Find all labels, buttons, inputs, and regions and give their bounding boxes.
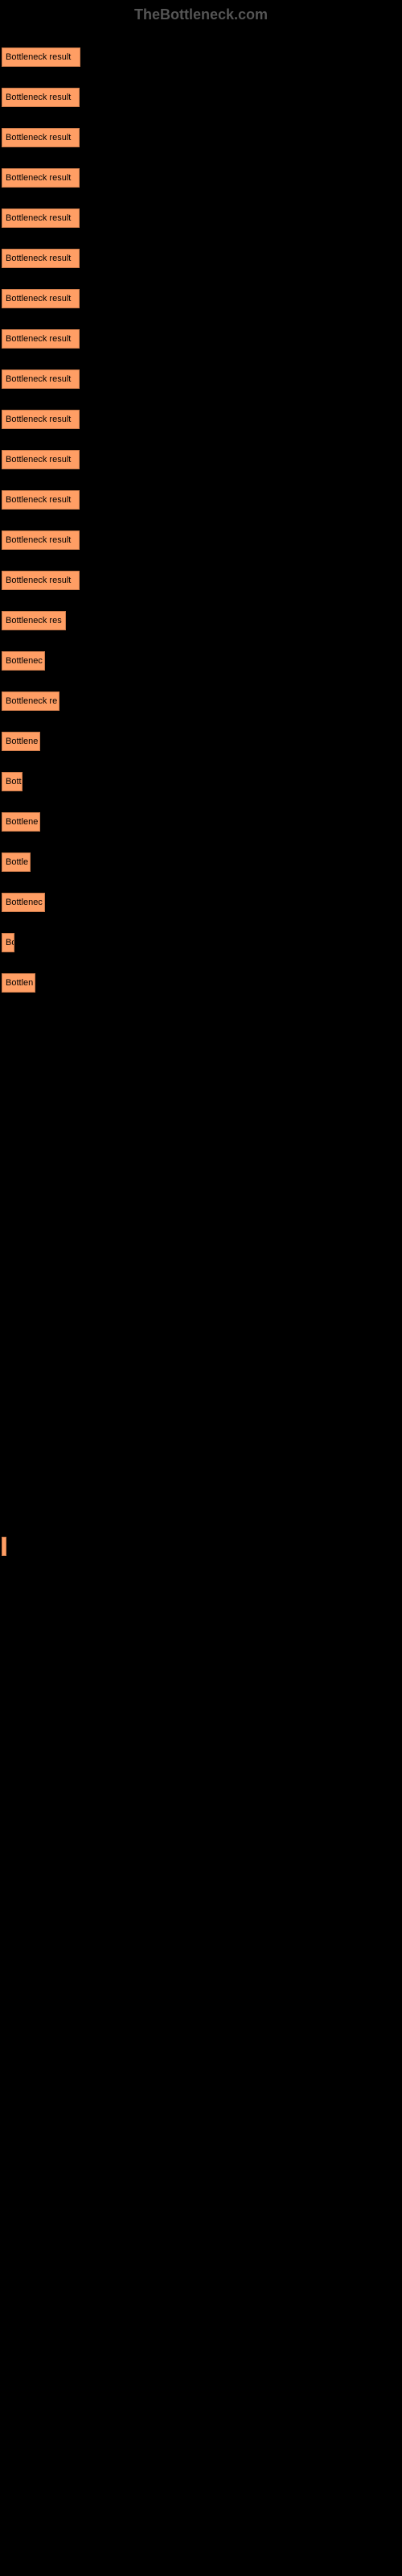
bar-row: Bottleneck result <box>2 196 402 236</box>
bar-row <box>2 2128 402 2168</box>
bar-chart: Bottleneck result Bottleneck result Bottle… <box>0 27 402 2570</box>
bar: Bottleneck result <box>2 450 80 469</box>
bar-row <box>2 1645 402 1685</box>
bar-row <box>2 1604 402 1645</box>
bar-row: Bottleneck result <box>2 518 402 558</box>
bar-row: Bottleneck re <box>2 679 402 719</box>
bar-row: Bottleneck result <box>2 437 402 477</box>
bar-row: Bottle <box>2 840 402 880</box>
bar: Bottleneck res <box>2 611 66 630</box>
bar: Bottleneck result <box>2 571 80 590</box>
bar-row: Bottleneck result <box>2 276 402 316</box>
bar-row <box>2 1484 402 1524</box>
bar: Bo <box>2 933 14 952</box>
bar-row: Bottleneck result <box>2 316 402 357</box>
bar-row: Bottleneck result <box>2 236 402 276</box>
bar: Bottle <box>2 852 31 872</box>
bar: Bottlene <box>2 812 40 832</box>
bar-row: Bottleneck result <box>2 397 402 437</box>
bar-row <box>2 1242 402 1282</box>
bar: Bottleneck result <box>2 128 80 147</box>
bar-row: Bottlenec <box>2 638 402 679</box>
bar-row <box>2 1806 402 1846</box>
bar: Bott <box>2 772 23 791</box>
bar-row: Bottleneck result <box>2 75 402 115</box>
bar-row <box>2 2530 402 2570</box>
bar-row <box>2 1926 402 1967</box>
bar-row: Bottleneck result <box>2 558 402 598</box>
bar: Bottleneck result <box>2 208 80 228</box>
bar-row: Bottlen <box>2 960 402 1001</box>
bar-row: Bottleneck result <box>2 115 402 155</box>
bar-row <box>2 1081 402 1121</box>
bar-row: Bottleneck res <box>2 598 402 638</box>
bar-row: Bottleneck result <box>2 357 402 397</box>
bar: Bottleneck result <box>2 369 80 389</box>
bar-row <box>2 2208 402 2248</box>
bar-row <box>2 2007 402 2047</box>
bar-row <box>2 2409 402 2450</box>
bar-row <box>2 1443 402 1484</box>
page-header: TheBottleneck.com <box>0 0 402 27</box>
bar: Bottlenec <box>2 651 45 671</box>
bar: Bottleneck result <box>2 289 80 308</box>
bar-row <box>2 1725 402 1765</box>
bar-row <box>2 2329 402 2369</box>
bar-row: Bott <box>2 759 402 799</box>
bar-row: Bottleneck result <box>2 35 402 75</box>
bar-row <box>2 1001 402 1041</box>
bar-row <box>2 2248 402 2289</box>
bar: Bottleneck re <box>2 691 59 711</box>
bar-row <box>2 2168 402 2208</box>
bar-row: Bottleneck result <box>2 155 402 196</box>
bar-row <box>2 2490 402 2530</box>
header-title: TheBottleneck.com <box>134 6 268 23</box>
bar-row <box>2 1765 402 1806</box>
bar: Bottleneck result <box>2 490 80 510</box>
bar: Bottleneck result <box>2 168 80 188</box>
bar: Bottlene <box>2 732 40 751</box>
bar: Bottleneck result <box>2 47 80 67</box>
bar: Bottleneck result <box>2 88 80 107</box>
bar: Bottleneck result <box>2 249 80 268</box>
bar-row <box>2 1363 402 1403</box>
bar-row <box>2 2450 402 2490</box>
bar-row: Bo <box>2 920 402 960</box>
bar: Bottleneck result <box>2 329 80 349</box>
bar: Bottlenec <box>2 893 45 912</box>
bar-row <box>2 1403 402 1443</box>
bar-row <box>2 2047 402 2087</box>
bar: Bottleneck result <box>2 410 80 429</box>
bar <box>2 1537 6 1556</box>
bar-row <box>2 1282 402 1323</box>
bar-row <box>2 1202 402 1242</box>
bar-row <box>2 1121 402 1162</box>
bar-row <box>2 2087 402 2128</box>
bar-row <box>2 1162 402 1202</box>
bar-row <box>2 1685 402 1725</box>
bar-row <box>2 1886 402 1926</box>
bar-row <box>2 2289 402 2329</box>
bar-row <box>2 1564 402 1604</box>
bar-row <box>2 1323 402 1363</box>
bar-row <box>2 2369 402 2409</box>
bar-row <box>2 1524 402 1564</box>
bar-row: Bottlene <box>2 799 402 840</box>
bar-row: Bottlenec <box>2 880 402 920</box>
bar-row: Bottlene <box>2 719 402 759</box>
bar: Bottlen <box>2 973 35 993</box>
bar-row <box>2 1846 402 1886</box>
bar-row: Bottleneck result <box>2 477 402 518</box>
bar-row <box>2 1041 402 1081</box>
bar: Bottleneck result <box>2 530 80 550</box>
bar-row <box>2 1967 402 2007</box>
